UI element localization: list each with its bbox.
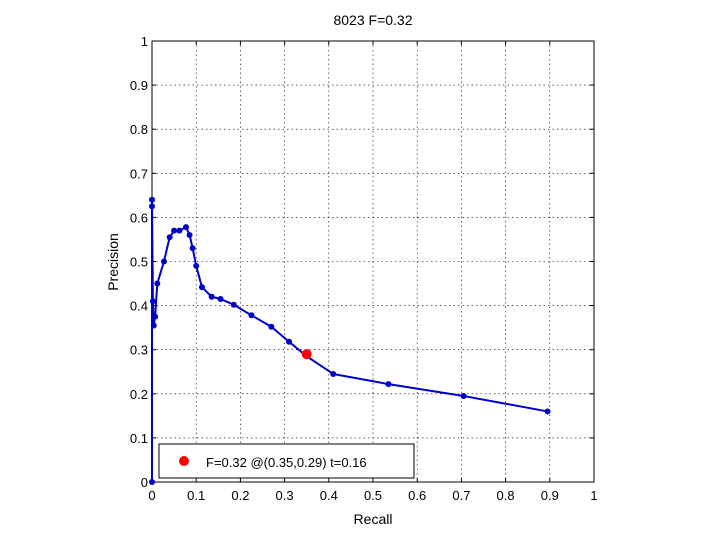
y-tick-label: 0.2 — [130, 387, 148, 402]
series-point — [460, 393, 467, 400]
series-point — [149, 203, 155, 210]
x-tick-label: 0.6 — [408, 488, 426, 503]
series-line — [149, 196, 551, 485]
series-point — [217, 295, 224, 302]
x-tick-label: 0.7 — [452, 488, 470, 503]
series-point — [330, 370, 337, 377]
series-point — [152, 313, 159, 320]
x-tick-label: 0.5 — [364, 488, 382, 503]
series-point — [171, 227, 178, 234]
legend-marker — [179, 456, 189, 466]
series-point — [193, 262, 200, 269]
y-tick-label: 0.9 — [130, 78, 148, 93]
series-point — [230, 301, 237, 308]
series-point — [154, 280, 161, 287]
axis-ticks: 0 0.1 0.2 0.3 0.4 0.5 0.6 0.7 0.8 0.9 1 0 0.1 0.2 0.3 0… — [130, 34, 598, 503]
series-point — [198, 284, 205, 291]
y-tick-label: 0.6 — [130, 210, 148, 225]
series-point — [166, 234, 173, 241]
x-tick-label: 0.2 — [231, 488, 249, 503]
series-point — [248, 312, 255, 319]
series-point — [160, 258, 167, 265]
series-point — [286, 338, 293, 345]
best-point-layer — [301, 349, 312, 360]
x-tick-label: 0.3 — [276, 488, 294, 503]
best-f-point — [301, 349, 312, 360]
y-axis-label: Precision — [105, 233, 121, 291]
x-tick-label: 0.4 — [320, 488, 338, 503]
x-tick-label: 0.9 — [541, 488, 559, 503]
x-tick-label: 0.8 — [497, 488, 515, 503]
legend-label: F=0.32 @(0.35,0.29) t=0.16 — [206, 455, 367, 470]
y-tick-label: 1 — [141, 34, 148, 49]
y-tick-label: 0.1 — [130, 431, 148, 446]
series-point — [149, 298, 156, 305]
series-point — [544, 408, 551, 415]
y-tick-label: 0.5 — [130, 255, 148, 270]
y-tick-label: 0.3 — [130, 343, 148, 358]
y-tick-label: 0 — [141, 475, 148, 490]
series-point — [150, 322, 157, 329]
series-point — [268, 323, 275, 330]
y-tick-label: 0.4 — [130, 299, 148, 314]
series-point — [176, 227, 183, 234]
legend-box — [158, 443, 415, 479]
series-point — [149, 479, 155, 485]
series-polyline — [151, 198, 548, 482]
series-point — [385, 381, 392, 388]
x-tick-label: 0 — [148, 488, 155, 503]
x-tick-label: 1 — [590, 488, 597, 503]
legend: F=0.32 @(0.35,0.29) t=0.16 — [158, 443, 415, 479]
series-point — [186, 232, 193, 239]
y-tick-label: 0.8 — [130, 122, 148, 137]
grid — [152, 41, 594, 482]
series-point — [149, 196, 155, 203]
x-tick-label: 0.1 — [187, 488, 205, 503]
series-point — [189, 245, 196, 252]
x-axis-label: Recall — [354, 511, 393, 527]
series-point — [183, 224, 190, 231]
series-point — [208, 293, 215, 300]
y-tick-label: 0.7 — [130, 166, 148, 181]
chart-title: 8023 F=0.32 — [333, 12, 412, 28]
